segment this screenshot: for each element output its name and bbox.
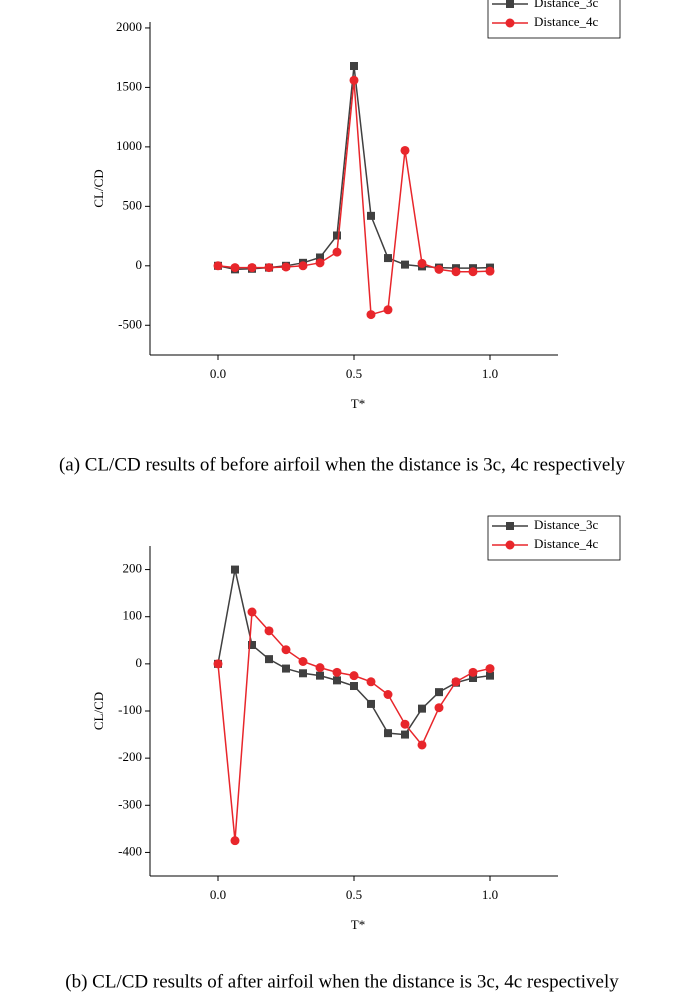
y-tick-label: 0 bbox=[136, 655, 143, 670]
series-line bbox=[217, 65, 491, 271]
marker bbox=[265, 655, 273, 664]
series-line bbox=[217, 569, 491, 736]
y-tick-label: 500 bbox=[123, 197, 143, 212]
marker bbox=[247, 263, 257, 273]
marker bbox=[299, 669, 307, 678]
marker bbox=[468, 267, 478, 277]
legend-marker bbox=[506, 0, 514, 8]
marker bbox=[468, 667, 478, 677]
x-tick-label: 0.5 bbox=[346, 887, 362, 902]
marker bbox=[383, 305, 393, 315]
marker bbox=[316, 671, 324, 680]
marker bbox=[231, 565, 239, 574]
marker bbox=[451, 677, 461, 687]
marker bbox=[247, 607, 257, 617]
marker bbox=[230, 836, 240, 846]
legend-marker bbox=[505, 18, 515, 28]
legend-label: Distance_4c bbox=[534, 536, 598, 551]
y-axis-label: CL/CD bbox=[91, 169, 106, 207]
legend-marker bbox=[506, 522, 514, 530]
x-axis-label: T* bbox=[351, 917, 365, 932]
y-tick-label: -300 bbox=[118, 796, 142, 811]
marker bbox=[281, 645, 291, 655]
series-line bbox=[217, 610, 491, 841]
x-tick-label: 0.0 bbox=[210, 887, 226, 902]
y-tick-label: 0 bbox=[136, 257, 143, 272]
marker bbox=[401, 730, 409, 739]
marker bbox=[332, 667, 342, 677]
y-tick-label: -200 bbox=[118, 749, 142, 764]
marker bbox=[417, 740, 427, 750]
marker bbox=[230, 263, 240, 273]
marker bbox=[213, 261, 223, 271]
series-line bbox=[217, 80, 491, 316]
legend-marker bbox=[505, 540, 515, 550]
marker bbox=[213, 659, 223, 669]
marker bbox=[434, 264, 444, 274]
marker bbox=[350, 682, 358, 691]
marker bbox=[367, 211, 375, 220]
marker bbox=[485, 664, 495, 674]
marker bbox=[400, 719, 410, 729]
y-tick-label: -400 bbox=[118, 843, 142, 858]
marker bbox=[282, 664, 290, 673]
x-axis-label: T* bbox=[351, 396, 365, 411]
legend-label: Distance_4c bbox=[534, 14, 598, 29]
y-tick-label: -500 bbox=[118, 316, 142, 331]
marker bbox=[401, 260, 409, 269]
marker bbox=[418, 704, 426, 713]
y-tick-label: 200 bbox=[123, 561, 143, 576]
marker bbox=[349, 75, 359, 85]
y-tick-label: 1000 bbox=[116, 138, 142, 153]
marker bbox=[333, 231, 341, 240]
y-tick-label: 100 bbox=[123, 608, 143, 623]
marker bbox=[435, 688, 443, 697]
marker bbox=[349, 671, 359, 681]
marker bbox=[315, 663, 325, 673]
x-tick-label: 0.0 bbox=[210, 366, 226, 381]
marker bbox=[366, 310, 376, 320]
marker bbox=[350, 62, 358, 71]
y-axis-label: CL/CD bbox=[91, 692, 106, 730]
y-tick-label: 2000 bbox=[116, 19, 142, 34]
marker bbox=[384, 729, 392, 738]
marker bbox=[316, 253, 324, 262]
y-tick-label: 1500 bbox=[116, 78, 142, 93]
x-tick-label: 1.0 bbox=[482, 366, 498, 381]
x-tick-label: 0.5 bbox=[346, 366, 362, 381]
x-tick-label: 1.0 bbox=[482, 887, 498, 902]
marker bbox=[333, 676, 341, 685]
legend-label: Distance_3c bbox=[534, 517, 598, 532]
marker bbox=[485, 266, 495, 276]
marker bbox=[248, 641, 256, 649]
marker bbox=[298, 261, 308, 271]
marker bbox=[332, 247, 342, 257]
marker bbox=[486, 671, 494, 680]
marker bbox=[417, 258, 427, 268]
marker bbox=[451, 267, 461, 277]
marker bbox=[315, 258, 325, 268]
caption: (b) CL/CD results of after airfoil when … bbox=[65, 971, 619, 992]
marker bbox=[400, 145, 410, 155]
marker bbox=[264, 626, 274, 636]
marker bbox=[367, 699, 375, 708]
marker bbox=[366, 677, 376, 687]
y-tick-label: -100 bbox=[118, 702, 142, 717]
marker bbox=[384, 254, 392, 263]
marker bbox=[383, 690, 393, 699]
marker bbox=[298, 657, 308, 666]
caption: (a) CL/CD results of before airfoil when… bbox=[59, 454, 626, 475]
legend-label: Distance_3c bbox=[534, 0, 598, 10]
marker bbox=[264, 263, 274, 273]
marker bbox=[281, 262, 291, 272]
marker bbox=[469, 674, 477, 682]
marker bbox=[434, 703, 444, 713]
